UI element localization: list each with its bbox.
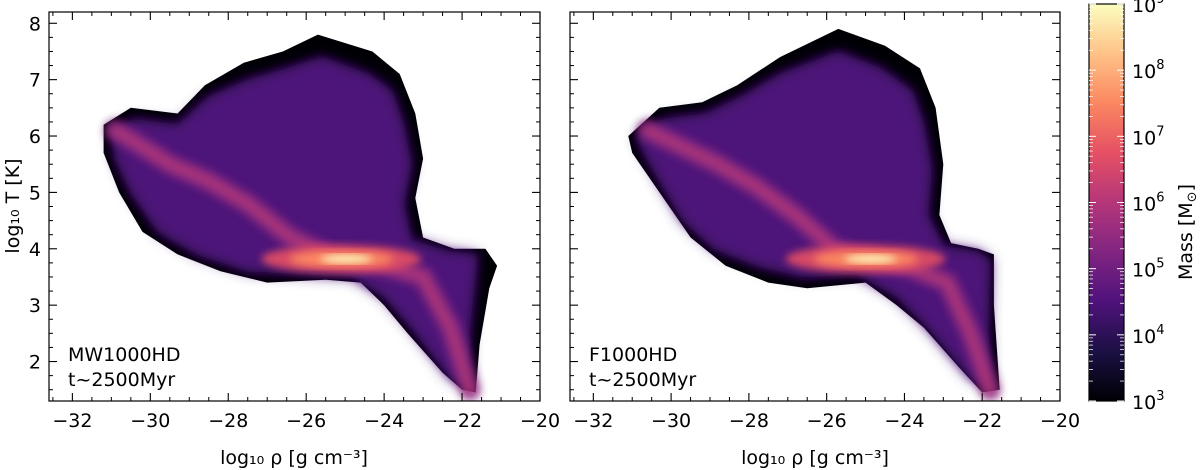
heatmap-hotspot-core: [320, 254, 373, 263]
y-tick-label: 6: [29, 126, 41, 148]
colorbar-label: Mass [M⊙]: [1175, 184, 1200, 280]
x-axis-ticks: −32 −30 −28 −26 −24 −22 −20: [52, 12, 560, 432]
density-temperature-heatmap: [103, 34, 498, 401]
panel-label: F1000HD: [589, 344, 677, 366]
x-tick-label: −20: [520, 410, 560, 432]
heatmap-panel-f1000hd: −32 −30 −28 −26 −24 −22 −20 F1000HD t~2500Myr …: [569, 11, 1080, 469]
colorbar-ticks: 109 108 107 106 105 104 103: [1089, 0, 1164, 414]
y-tick-label: 5: [29, 182, 41, 204]
x-tick-label: −22: [442, 410, 482, 432]
heatmap-ridge-core: [111, 126, 474, 394]
x-tick-label: −32: [52, 410, 92, 432]
x-tick-label: −24: [364, 410, 404, 432]
panel-sublabel: t~2500Myr: [589, 369, 696, 391]
x-axis-label: log₁₀ ρ [g cm⁻³]: [741, 447, 889, 469]
panel-sublabel: t~2500Myr: [68, 369, 175, 391]
x-tick-label: −20: [1040, 410, 1080, 432]
colorbar-tick-label: 109: [1132, 0, 1164, 17]
colorbar-tick-label: 107: [1132, 124, 1164, 149]
colorbar: 109 108 107 106 105 104 103 Mass [M⊙]: [1088, 0, 1200, 414]
heatmap-hotspot-core: [844, 254, 897, 263]
y-tick-label: 7: [29, 70, 41, 92]
x-tick-label: −26: [286, 410, 326, 432]
density-temperature-heatmap: [628, 28, 1001, 401]
heatmap-body-inner: [111, 57, 478, 387]
colorbar-tick-label: 104: [1132, 323, 1164, 348]
colorbar-tick-label: 105: [1132, 257, 1164, 282]
x-tick-label: −32: [573, 410, 613, 432]
y-axis-ticks-unlabeled: [570, 22, 1060, 391]
heatmap-panel-mw1000hd: −32 −30 −28 −26 −24 −22 −20 2 3 4 5 6 7 8 MW1000HD t…: [2, 11, 560, 469]
y-axis-label: log₁₀ T [K]: [2, 158, 24, 253]
x-tick-label: −24: [884, 410, 924, 432]
y-tick-label: 2: [29, 352, 41, 374]
x-tick-label: −28: [729, 410, 769, 432]
colorbar-tick-label: 108: [1132, 58, 1164, 83]
y-tick-label: 3: [29, 295, 41, 317]
colorbar-tick-label: 106: [1132, 191, 1164, 216]
y-tick-label: 8: [29, 13, 41, 35]
x-tick-label: −26: [807, 410, 847, 432]
x-tick-label: −28: [208, 410, 248, 432]
x-tick-label: −30: [130, 410, 170, 432]
y-axis-ticks: 2 3 4 5 6 7 8: [29, 13, 540, 391]
x-axis-label: log₁₀ ρ [g cm⁻³]: [220, 447, 368, 469]
x-tick-label: −30: [651, 410, 691, 432]
panel-label: MW1000HD: [68, 344, 180, 366]
y-tick-label: 4: [29, 239, 41, 261]
colorbar-tick-label: 103: [1132, 389, 1164, 414]
x-axis-ticks: −32 −30 −28 −26 −24 −22 −20: [573, 12, 1080, 432]
x-tick-label: −22: [962, 410, 1002, 432]
